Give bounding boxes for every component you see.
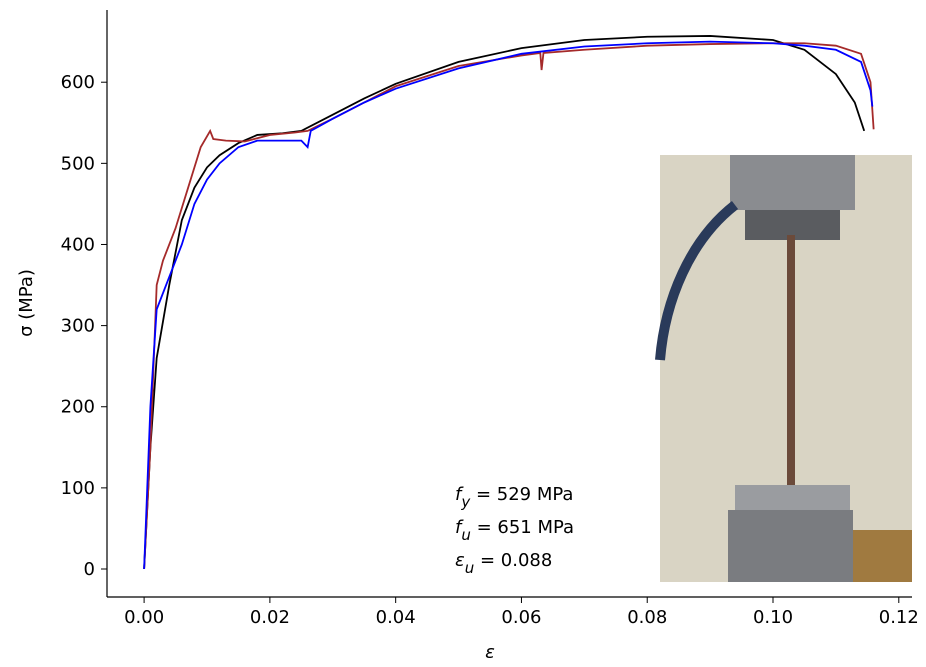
x-tick-label: 0.08 <box>627 607 667 628</box>
photo-hose <box>655 201 739 361</box>
photo-bottom-jaw <box>735 485 850 510</box>
annotation-subscript: u <box>461 526 471 544</box>
data-line <box>143 35 866 570</box>
annotation: εu = 0.088 <box>455 550 552 577</box>
annotation-subscript: y <box>460 493 471 511</box>
y-tick-label: 500 <box>61 153 95 174</box>
data-line <box>143 40 874 570</box>
photo-table <box>853 530 912 582</box>
y-tick-label: 100 <box>61 478 95 499</box>
annotation-symbol: ε <box>455 550 465 571</box>
annotation-subscript: u <box>465 559 475 577</box>
y-tick-label: 400 <box>61 234 95 255</box>
x-axis-label: ε <box>485 642 495 663</box>
annotation-text: = 651 MPa <box>471 517 574 538</box>
photo-bottom-grip <box>728 510 853 582</box>
photo-specimen <box>787 235 795 490</box>
annotation-symbol: f <box>455 517 464 538</box>
inset-photo <box>655 155 912 582</box>
y-tick-label: 200 <box>61 397 95 418</box>
y-tick-label: 0 <box>84 559 95 580</box>
x-tick-label: 0.10 <box>753 607 793 628</box>
x-tick-label: 0.06 <box>501 607 541 628</box>
annotation-symbol: f <box>455 484 464 505</box>
x-tick-label: 0.04 <box>376 607 416 628</box>
annotation: fu = 651 MPa <box>455 517 574 544</box>
y-tick-label: 600 <box>61 72 95 93</box>
annotation: fy = 529 MPa <box>455 484 573 511</box>
x-tick-label: 0.12 <box>879 607 919 628</box>
x-tick-label: 0.00 <box>124 607 164 628</box>
x-tick-label: 0.02 <box>250 607 290 628</box>
y-tick-label: 300 <box>61 316 95 337</box>
annotation-text: = 0.088 <box>474 550 552 571</box>
y-axis-label: σ (MPa) <box>16 269 37 337</box>
photo-top-grip <box>730 155 855 210</box>
annotation-text: = 529 MPa <box>470 484 573 505</box>
